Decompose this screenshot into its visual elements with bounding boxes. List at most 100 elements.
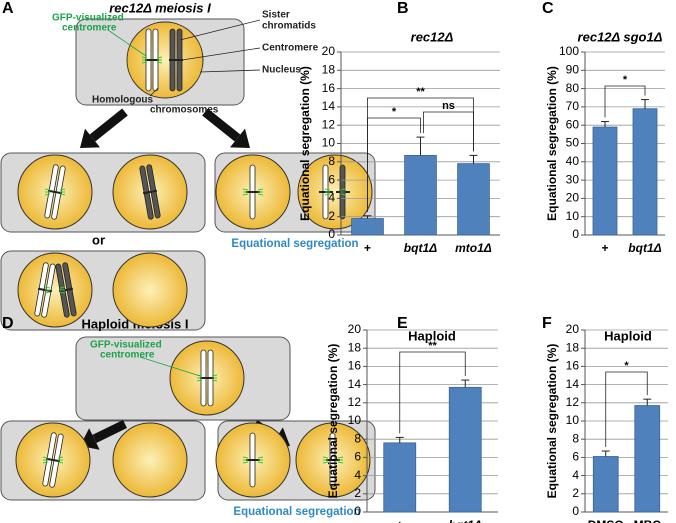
- y-tick-label: 16: [322, 81, 336, 95]
- panel-label: C: [542, 0, 554, 17]
- centromere: [142, 189, 158, 195]
- y-tick-label: 4: [572, 468, 579, 482]
- y-tick-label: 90: [566, 62, 580, 76]
- gfp-signal: [59, 291, 66, 294]
- y-tick-label: 18: [348, 340, 362, 354]
- y-tick-label: 60: [566, 117, 580, 131]
- y-tick-label: 10: [566, 413, 580, 427]
- significance-label: *: [624, 360, 629, 372]
- gfp-signal: [156, 56, 163, 59]
- gfp-signal: [324, 193, 331, 196]
- centromere-label: Centromere: [262, 43, 319, 54]
- y-tick-label: 12: [322, 117, 336, 131]
- x-tick-label: +: [601, 241, 608, 255]
- arrow-shaft: [202, 108, 241, 142]
- gfp-label: centromere: [100, 350, 155, 361]
- significance-label: ns: [442, 100, 455, 112]
- gfp-signal: [196, 379, 203, 382]
- y-axis-label: Equational segregation (%): [545, 344, 559, 499]
- y-tick-label: 20: [566, 322, 580, 336]
- y-tick-label: 10: [348, 413, 362, 427]
- sister-label: Sister: [262, 10, 290, 21]
- homologous-label: chromosomes: [150, 105, 219, 116]
- y-tick-label: 2: [572, 486, 579, 500]
- bar: [457, 163, 490, 236]
- y-tick-label: 4: [328, 191, 335, 205]
- centromere: [47, 189, 63, 195]
- chromosome: [200, 349, 214, 407]
- chart-title: rec12Δ sgo1Δ: [578, 29, 663, 44]
- gfp-signal: [211, 379, 218, 382]
- y-tick-label: 12: [566, 395, 580, 409]
- chromosome: [44, 164, 66, 220]
- gfp-signal: [57, 461, 64, 464]
- x-tick-label: MBC: [634, 518, 662, 523]
- gfp-signal: [242, 461, 249, 464]
- chromosome: [55, 262, 77, 318]
- y-tick-label: 14: [322, 99, 336, 113]
- y-tick-label: 30: [566, 172, 580, 186]
- y-tick-label: 8: [572, 431, 579, 445]
- y-tick-label: 4: [354, 468, 361, 482]
- gfp-signal: [257, 456, 264, 459]
- gfp-signal: [337, 456, 344, 459]
- leader: [149, 87, 159, 97]
- leader: [199, 69, 261, 73]
- x-tick-label: +: [364, 241, 371, 255]
- y-axis-label: Equational segregation (%): [326, 344, 340, 499]
- or-label: or: [92, 232, 105, 247]
- gfp-signal: [324, 188, 331, 191]
- panel-label: D: [2, 315, 14, 332]
- y-tick-label: 50: [566, 136, 580, 150]
- y-tick-label: 8: [328, 154, 335, 168]
- gfp-signal: [59, 188, 66, 191]
- y-tick-label: 10: [322, 136, 336, 150]
- chromosome: [169, 28, 183, 92]
- y-tick-label: 0: [354, 504, 361, 518]
- gfp-signal: [44, 188, 51, 191]
- significance-label: **: [416, 86, 425, 98]
- y-tick-label: 0: [328, 227, 335, 241]
- y-tick-label: 18: [322, 62, 336, 76]
- bar: [448, 386, 482, 513]
- chart-title: Haploid: [408, 328, 456, 343]
- y-axis-label: Equational segregation (%): [545, 66, 559, 221]
- y-tick-label: 0: [572, 227, 579, 241]
- gfp-signal: [59, 193, 66, 196]
- bar: [632, 108, 658, 236]
- gfp-signal: [242, 193, 249, 196]
- significance-label: **: [428, 340, 437, 352]
- y-tick-label: 6: [354, 450, 361, 464]
- y-tick-label: 10: [566, 209, 580, 223]
- gfp-signal: [242, 188, 249, 191]
- chromosome: [139, 164, 161, 220]
- gfp-signal: [57, 456, 64, 459]
- chromosome: [246, 432, 260, 488]
- gfp-label: GFP-visualized: [90, 340, 162, 351]
- gfp-signal: [44, 286, 51, 289]
- y-tick-label: 100: [559, 44, 579, 58]
- bar: [351, 218, 384, 236]
- gfp-label: GFP-visualized: [52, 13, 124, 24]
- y-tick-label: 6: [328, 172, 335, 186]
- y-tick-label: 80: [566, 81, 580, 95]
- nucleus-label: Nucleus: [262, 65, 301, 76]
- y-tick-label: 6: [572, 450, 579, 464]
- arrow-head: [80, 128, 100, 148]
- gfp-signal: [42, 461, 49, 464]
- significance-label: *: [392, 106, 397, 118]
- panel-label: E: [397, 315, 408, 332]
- gfp-signal: [257, 188, 264, 191]
- y-tick-label: 20: [566, 191, 580, 205]
- leader: [179, 19, 261, 41]
- centromere: [45, 457, 61, 463]
- significance-bracket: [604, 85, 646, 118]
- bar: [634, 405, 661, 513]
- gfp-signal: [337, 461, 344, 464]
- y-tick-label: 2: [354, 486, 361, 500]
- chromosome: [42, 432, 64, 488]
- x-tick-label: bqt1Δ: [404, 241, 437, 255]
